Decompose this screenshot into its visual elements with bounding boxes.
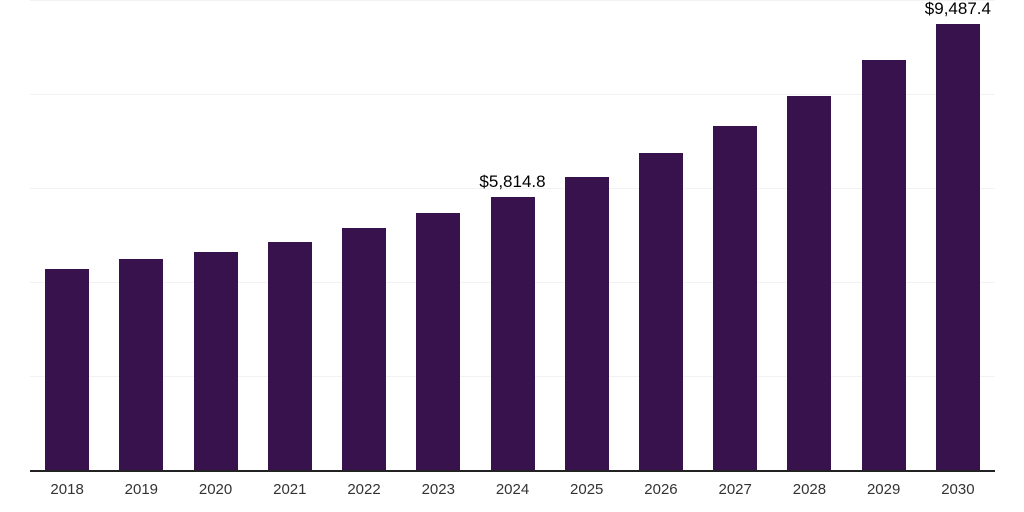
x-axis-label-2028: 2028 xyxy=(792,481,827,498)
bar-2026[interactable] xyxy=(638,153,683,470)
bar-2029[interactable] xyxy=(861,60,906,470)
bar-2019[interactable] xyxy=(119,258,164,470)
x-axis-label-2030: 2030 xyxy=(941,481,975,498)
bar-2028[interactable] xyxy=(787,95,832,470)
bar-2025[interactable] xyxy=(564,177,609,470)
bar-2024[interactable] xyxy=(490,196,535,470)
gridline-8000 xyxy=(30,94,995,95)
x-axis-label-2025: 2025 xyxy=(570,481,604,498)
bar-2021[interactable] xyxy=(267,242,312,470)
x-axis-label-2022: 2022 xyxy=(347,481,381,498)
x-axis-label-2027: 2027 xyxy=(718,481,752,498)
x-axis-label-2023: 2023 xyxy=(421,481,455,498)
plot-area: $5,814.8 $9,487.4 xyxy=(30,0,995,472)
bar-2027[interactable] xyxy=(713,125,758,470)
x-axis-label-2018: 2018 xyxy=(50,481,84,498)
bar-2020[interactable] xyxy=(193,251,238,470)
gridline-10000 xyxy=(30,0,995,1)
value-label-2030: $9,487.4 xyxy=(924,0,991,19)
bar-2018[interactable] xyxy=(45,268,90,470)
bar-2030[interactable] xyxy=(935,24,980,470)
value-label-2024: $5,814.8 xyxy=(479,171,546,191)
gridline-6000 xyxy=(30,188,995,189)
x-axis-line xyxy=(30,470,995,472)
x-axis-label-2026: 2026 xyxy=(644,481,678,498)
x-axis-label-2020: 2020 xyxy=(198,481,233,498)
bar-2023[interactable] xyxy=(416,212,461,470)
x-axis-label-2021: 2021 xyxy=(273,481,307,498)
x-axis-label-2019: 2019 xyxy=(124,481,159,498)
x-axis-label-2029: 2029 xyxy=(866,481,901,498)
x-axis-label-2024: 2024 xyxy=(495,481,530,498)
x-axis-labels: 2018 2019 2020 2021 2022 2023 2024 2025 2026 2027… xyxy=(30,480,995,504)
bar-2022[interactable] xyxy=(342,227,387,470)
